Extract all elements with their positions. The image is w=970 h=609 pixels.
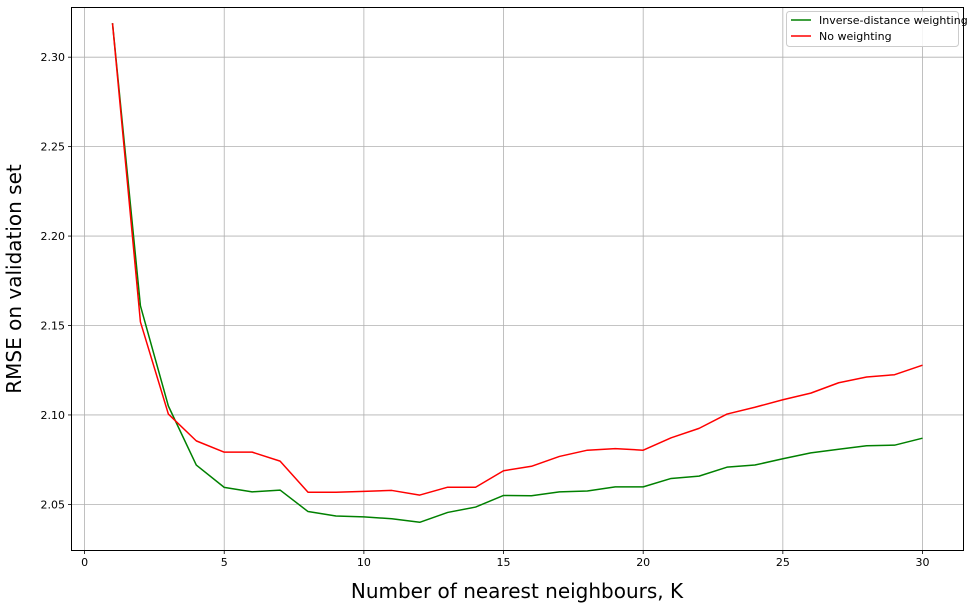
y-tick-label: 2.15 bbox=[41, 320, 66, 333]
x-tick-label: 10 bbox=[357, 556, 371, 569]
x-tick-label: 5 bbox=[221, 556, 228, 569]
y-tick-label: 2.25 bbox=[41, 141, 66, 154]
x-tick-label: 15 bbox=[497, 556, 511, 569]
legend: Inverse-distance weighting No weighting bbox=[786, 11, 968, 47]
series-lines bbox=[111, 23, 923, 524]
x-tick-label: 25 bbox=[776, 556, 790, 569]
series-line-no-weighting bbox=[111, 23, 923, 496]
x-tick-label: 30 bbox=[916, 556, 930, 569]
y-axis-label: RMSE on validation set bbox=[2, 164, 26, 394]
x-axis-ticks: 0 5 10 15 20 25 30 bbox=[81, 550, 930, 569]
series-line-inverse-distance-weighting bbox=[111, 23, 923, 524]
x-tick-label: 0 bbox=[81, 556, 88, 569]
y-tick-label: 2.10 bbox=[41, 409, 66, 422]
y-axis-ticks: 2.05 2.10 2.15 2.20 2.25 2.30 bbox=[41, 51, 72, 511]
y-tick-label: 2.30 bbox=[41, 51, 66, 64]
legend-box bbox=[786, 11, 959, 47]
y-tick-label: 2.05 bbox=[41, 498, 66, 511]
y-tick-label: 2.20 bbox=[41, 230, 66, 243]
x-tick-label: 20 bbox=[636, 556, 650, 569]
legend-label-no-weighting: No weighting bbox=[819, 30, 892, 43]
plot-frame bbox=[71, 7, 964, 551]
x-axis-label: Number of nearest neighbours, K bbox=[351, 579, 684, 603]
grid bbox=[72, 8, 963, 550]
legend-label-inverse-distance: Inverse-distance weighting bbox=[819, 14, 968, 27]
